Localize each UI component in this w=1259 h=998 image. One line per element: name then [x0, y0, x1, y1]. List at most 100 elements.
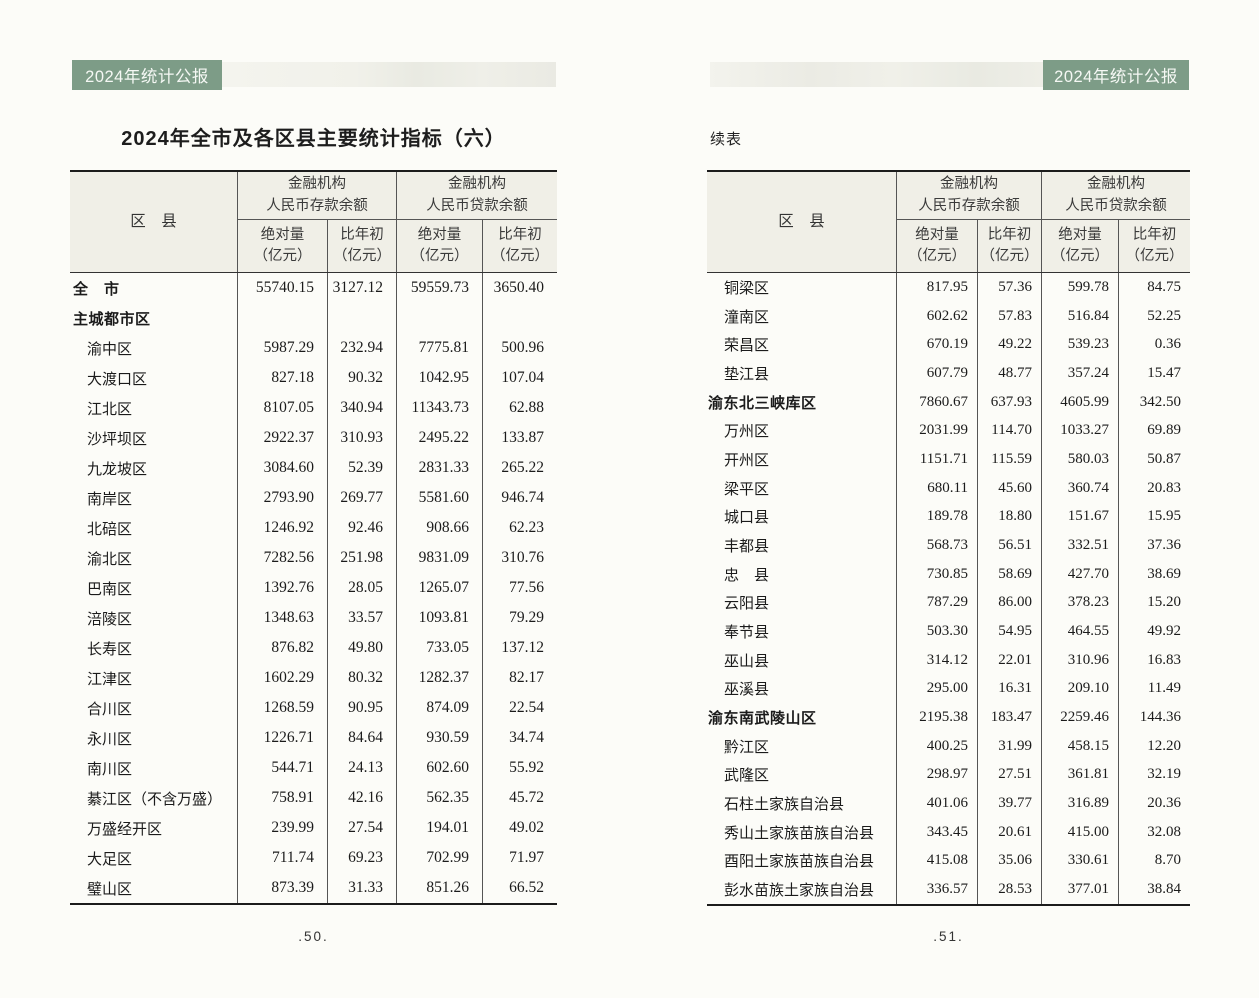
value-cell: 31.99 [978, 731, 1042, 761]
value-cell: 1602.29 [238, 663, 328, 693]
table-row: 石柱土家族自治县 401.06 39.77 316.89 20.36 [707, 789, 1190, 818]
value-cell: 8107.05 [238, 393, 328, 423]
header-line: 金融机构 [288, 176, 346, 193]
value-cell: 52.25 [1147, 307, 1181, 324]
table-row: 江津区 1602.29 80.32 1282.37 82.17 [70, 663, 557, 693]
table-row: 垫江县 607.79 48.77 357.24 15.47 [707, 359, 1190, 388]
left-page-banner: 2024年统计公报 [72, 60, 222, 90]
value-cell: 1268.59 [238, 693, 328, 723]
header-line: （亿元） [491, 248, 549, 264]
loan-absolute-header: 绝对量 （亿元） [1042, 220, 1119, 272]
left-page-number: .50. [298, 929, 329, 944]
value-cell: 377.01 [1042, 875, 1119, 904]
region-name: 长寿区 [70, 633, 238, 663]
header-line: 比年初 [1132, 226, 1177, 243]
region-name: 黔江区 [707, 731, 897, 761]
value-cell: 90.95 [328, 693, 397, 723]
value-cell: 107.04 [501, 369, 544, 386]
region-name: 渝东南武陵山区 [707, 703, 897, 732]
region-name: 渝东北三峡库区 [707, 387, 897, 417]
table-row: 忠 县 730.85 58.69 427.70 38.69 [707, 559, 1190, 589]
value-cell: 35.06 [978, 846, 1042, 876]
value-cell: 69.89 [1147, 422, 1181, 439]
right-page-number: .51. [933, 929, 964, 944]
region-name: 涪陵区 [70, 603, 238, 633]
value-cell: 787.29 [897, 588, 978, 618]
table-row: 开州区 1151.71 115.59 580.03 50.87 [707, 445, 1190, 474]
header-line: 人民币贷款余额 [1065, 197, 1167, 214]
value-cell: 90.32 [328, 363, 397, 393]
value-cell: 194.01 [397, 813, 483, 843]
deposit-group-header: 金融机构 人民币存款余额 [897, 172, 1042, 220]
value-cell: 7860.67 [897, 387, 978, 417]
value-cell: 702.99 [397, 843, 483, 873]
value-cell: 2793.90 [238, 483, 328, 513]
value-cell: 33.57 [328, 603, 397, 633]
region-name: 万盛经开区 [70, 813, 238, 843]
region-name: 合川区 [70, 693, 238, 723]
value-cell: 310.93 [328, 423, 397, 453]
value-cell: 38.69 [1147, 565, 1181, 582]
region-name: 秀山土家族苗族自治县 [707, 817, 897, 847]
value-cell: 55.92 [509, 759, 544, 776]
table-row: 秀山土家族苗族自治县 343.45 20.61 415.00 32.08 [707, 817, 1190, 847]
continued-table-label: 续表 [710, 131, 743, 148]
table-row: 渝中区 5987.29 232.94 7775.81 500.96 [70, 333, 557, 363]
table-row: 万盛经开区 239.99 27.54 194.01 49.02 [70, 813, 557, 843]
value-cell: 680.11 [897, 473, 978, 503]
value-cell: 1392.76 [238, 573, 328, 603]
value-cell: 189.78 [897, 502, 978, 532]
table-row: 长寿区 876.82 49.80 733.05 137.12 [70, 633, 557, 663]
value-cell: 599.78 [1042, 273, 1119, 302]
value-cell [397, 303, 483, 333]
value-cell: 7775.81 [397, 333, 483, 363]
value-cell: 2031.99 [897, 416, 978, 446]
table-row: 荣昌区 670.19 49.22 539.23 0.36 [707, 330, 1190, 360]
header-line: 区 县 [130, 212, 177, 230]
value-cell [483, 303, 557, 333]
value-cell: 1093.81 [397, 603, 483, 633]
region-name: 荣昌区 [707, 330, 897, 360]
table-row: 酉阳土家族苗族自治县 415.08 35.06 330.61 8.70 [707, 846, 1190, 876]
region-name: 武隆区 [707, 760, 897, 790]
header-line: 绝对量 [417, 226, 462, 243]
table-row: 巫山县 314.12 22.01 310.96 16.83 [707, 645, 1190, 675]
value-cell: 1246.92 [238, 513, 328, 543]
value-cell: 1348.63 [238, 603, 328, 633]
value-cell: 57.83 [978, 301, 1042, 331]
table-row: 合川区 1268.59 90.95 874.09 22.54 [70, 693, 557, 723]
value-cell: 58.69 [978, 559, 1042, 589]
value-cell: 544.71 [238, 753, 328, 783]
value-cell: 265.22 [501, 459, 544, 476]
value-cell: 183.47 [978, 703, 1042, 732]
header-line: 金融机构 [448, 176, 506, 193]
value-cell: 2922.37 [238, 423, 328, 453]
deposit-change-header: 比年初 （亿元） [978, 220, 1042, 272]
value-cell: 32.19 [1147, 766, 1181, 783]
region-name: 开州区 [707, 445, 897, 474]
table-row: 璧山区 873.39 31.33 851.26 66.52 [70, 873, 557, 903]
region-name: 巫山县 [707, 645, 897, 675]
table-row: 潼南区 602.62 57.83 516.84 52.25 [707, 301, 1190, 331]
table-row: 渝北区 7282.56 251.98 9831.09 310.76 [70, 543, 557, 573]
value-cell: 3084.60 [238, 453, 328, 483]
value-cell: 20.36 [1147, 794, 1181, 811]
table-row: 沙坪坝区 2922.37 310.93 2495.22 133.87 [70, 423, 557, 453]
value-cell: 378.23 [1042, 588, 1119, 618]
value-cell: 15.95 [1147, 508, 1181, 525]
value-cell: 340.94 [328, 393, 397, 423]
value-cell: 1282.37 [397, 663, 483, 693]
banner-label: 2024年统计公报 [85, 68, 209, 86]
header-line: （亿元） [980, 248, 1039, 264]
region-name: 万州区 [707, 416, 897, 446]
table-row: 城口县 189.78 18.80 151.67 15.95 [707, 502, 1190, 532]
value-cell: 84.75 [1147, 278, 1181, 295]
table-row: 渝东南武陵山区 2195.38 183.47 2259.46 144.36 [707, 703, 1190, 732]
value-cell: 69.23 [328, 843, 397, 873]
value-cell: 1042.95 [397, 363, 483, 393]
value-cell: 2831.33 [397, 453, 483, 483]
header-line: 比年初 [340, 226, 384, 243]
value-cell: 1265.07 [397, 573, 483, 603]
value-cell: 908.66 [397, 513, 483, 543]
